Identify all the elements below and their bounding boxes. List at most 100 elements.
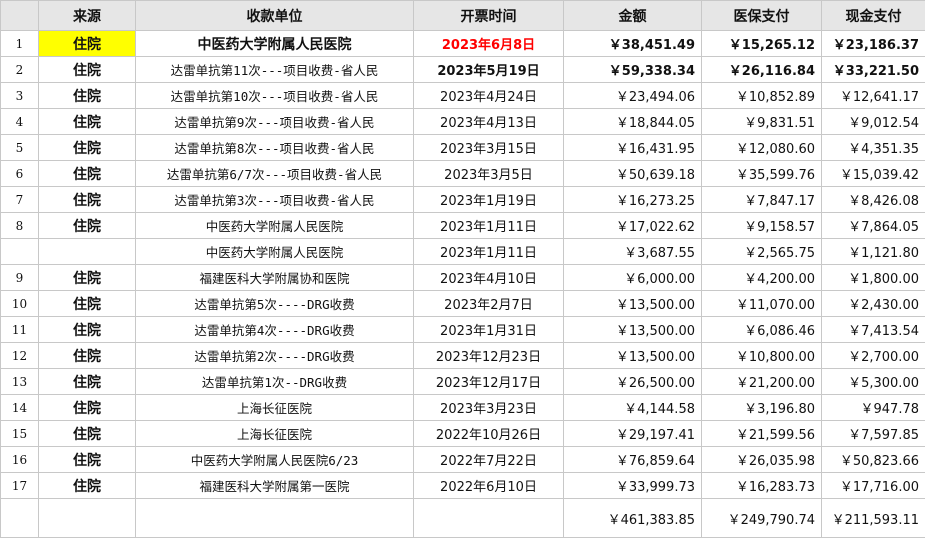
source-cell[interactable]: 住院 [38,342,136,369]
amount-cell[interactable]: ￥3,687.55 [563,238,702,265]
source-cell[interactable]: 住院 [38,368,136,395]
invoice-date-cell[interactable]: 2023年2月7日 [413,290,564,317]
cash-cell[interactable]: ￥1,800.00 [821,264,925,291]
insurance-cell[interactable]: ￥10,800.00 [701,342,822,369]
insurance-cell[interactable]: ￥11,070.00 [701,290,822,317]
amount-cell[interactable]: ￥59,338.34 [563,56,702,83]
invoice-date-cell[interactable]: 2023年12月17日 [413,368,564,395]
row-number[interactable]: 13 [0,368,39,395]
invoice-date-cell[interactable]: 2023年3月15日 [413,134,564,161]
payee-cell[interactable]: 达雷单抗第6/7次---项目收费-省人民 [135,160,414,187]
payee-cell[interactable]: 中医药大学附属人民医院 [135,30,414,57]
row-number[interactable]: 4 [0,108,39,135]
payee-cell[interactable]: 上海长征医院 [135,420,414,447]
payee-cell[interactable]: 达雷单抗第4次----DRG收费 [135,316,414,343]
source-cell[interactable]: 住院 [38,82,136,109]
insurance-cell[interactable]: ￥26,116.84 [701,56,822,83]
source-cell[interactable]: 住院 [38,108,136,135]
payee-cell[interactable]: 达雷单抗第1次--DRG收费 [135,368,414,395]
invoice-date-cell[interactable]: 2023年4月10日 [413,264,564,291]
invoice-date-cell[interactable]: 2023年4月24日 [413,82,564,109]
row-number[interactable]: 16 [0,446,39,473]
invoice-date-cell[interactable]: 2023年1月11日 [413,238,564,265]
row-number[interactable]: 10 [0,290,39,317]
payee-cell[interactable]: 达雷单抗第2次----DRG收费 [135,342,414,369]
cash-cell[interactable]: ￥23,186.37 [821,30,925,57]
amount-cell[interactable]: ￥76,859.64 [563,446,702,473]
invoice-date-cell[interactable]: 2022年6月10日 [413,472,564,499]
amount-cell[interactable]: ￥50,639.18 [563,160,702,187]
payee-cell[interactable]: 上海长征医院 [135,394,414,421]
source-cell[interactable] [38,238,136,265]
row-number[interactable]: 12 [0,342,39,369]
payee-cell[interactable]: 达雷单抗第8次---项目收费-省人民 [135,134,414,161]
source-cell[interactable]: 住院 [38,160,136,187]
row-number[interactable]: 11 [0,316,39,343]
cash-cell[interactable]: ￥50,823.66 [821,446,925,473]
insurance-cell[interactable]: ￥21,200.00 [701,368,822,395]
payee-cell[interactable]: 福建医科大学附属第一医院 [135,472,414,499]
row-number[interactable]: 14 [0,394,39,421]
invoice-date-cell[interactable]: 2023年4月13日 [413,108,564,135]
row-number[interactable]: 17 [0,472,39,499]
payee-cell[interactable]: 中医药大学附属人民医院 [135,238,414,265]
source-cell[interactable]: 住院 [38,316,136,343]
insurance-cell[interactable]: ￥10,852.89 [701,82,822,109]
amount-cell[interactable]: ￥6,000.00 [563,264,702,291]
insurance-cell[interactable]: ￥16,283.73 [701,472,822,499]
payee-cell[interactable]: 达雷单抗第3次---项目收费-省人民 [135,186,414,213]
corner-cell[interactable] [0,0,39,31]
insurance-cell[interactable]: ￥7,847.17 [701,186,822,213]
header-insurance[interactable]: 医保支付 [701,0,822,31]
row-number[interactable]: 3 [0,82,39,109]
insurance-cell[interactable]: ￥15,265.12 [701,30,822,57]
source-cell[interactable]: 住院 [38,56,136,83]
insurance-cell[interactable]: ￥6,086.46 [701,316,822,343]
cash-cell[interactable]: ￥7,864.05 [821,212,925,239]
invoice-date-cell[interactable]: 2023年5月19日 [413,56,564,83]
amount-cell[interactable]: ￥38,451.49 [563,30,702,57]
source-cell[interactable]: 住院 [38,472,136,499]
insurance-cell[interactable]: ￥2,565.75 [701,238,822,265]
insurance-cell[interactable]: ￥35,599.76 [701,160,822,187]
source-cell[interactable]: 住院 [38,290,136,317]
invoice-date-cell[interactable]: 2023年1月31日 [413,316,564,343]
payee-cell[interactable]: 达雷单抗第10次---项目收费-省人民 [135,82,414,109]
amount-cell[interactable]: ￥26,500.00 [563,368,702,395]
cash-cell[interactable]: ￥2,700.00 [821,342,925,369]
total-cash-cell[interactable]: ￥211,593.11 [821,498,925,538]
cash-cell[interactable]: ￥7,597.85 [821,420,925,447]
cash-cell[interactable]: ￥2,430.00 [821,290,925,317]
cash-cell[interactable]: ￥17,716.00 [821,472,925,499]
total-amount-cell[interactable]: ￥461,383.85 [563,498,702,538]
row-number[interactable]: 2 [0,56,39,83]
invoice-date-cell[interactable]: 2022年7月22日 [413,446,564,473]
empty-cell[interactable] [0,498,39,538]
row-number[interactable]: 7 [0,186,39,213]
invoice-date-cell[interactable]: 2023年3月5日 [413,160,564,187]
row-number[interactable]: 5 [0,134,39,161]
empty-cell[interactable] [38,498,136,538]
invoice-date-cell[interactable]: 2023年3月23日 [413,394,564,421]
header-source[interactable]: 来源 [38,0,136,31]
insurance-cell[interactable]: ￥4,200.00 [701,264,822,291]
amount-cell[interactable]: ￥23,494.06 [563,82,702,109]
empty-cell[interactable] [413,498,564,538]
cash-cell[interactable]: ￥4,351.35 [821,134,925,161]
row-number[interactable] [0,238,39,265]
source-cell[interactable]: 住院 [38,212,136,239]
amount-cell[interactable]: ￥13,500.00 [563,342,702,369]
source-cell[interactable]: 住院 [38,446,136,473]
source-cell[interactable]: 住院 [38,186,136,213]
amount-cell[interactable]: ￥13,500.00 [563,316,702,343]
insurance-cell[interactable]: ￥9,158.57 [701,212,822,239]
payee-cell[interactable]: 达雷单抗第11次---项目收费-省人民 [135,56,414,83]
insurance-cell[interactable]: ￥9,831.51 [701,108,822,135]
amount-cell[interactable]: ￥33,999.73 [563,472,702,499]
invoice-date-cell[interactable]: 2023年6月8日 [413,30,564,57]
invoice-date-cell[interactable]: 2023年1月11日 [413,212,564,239]
header-invoice-date[interactable]: 开票时间 [413,0,564,31]
insurance-cell[interactable]: ￥3,196.80 [701,394,822,421]
row-number[interactable]: 1 [0,30,39,57]
cash-cell[interactable]: ￥9,012.54 [821,108,925,135]
